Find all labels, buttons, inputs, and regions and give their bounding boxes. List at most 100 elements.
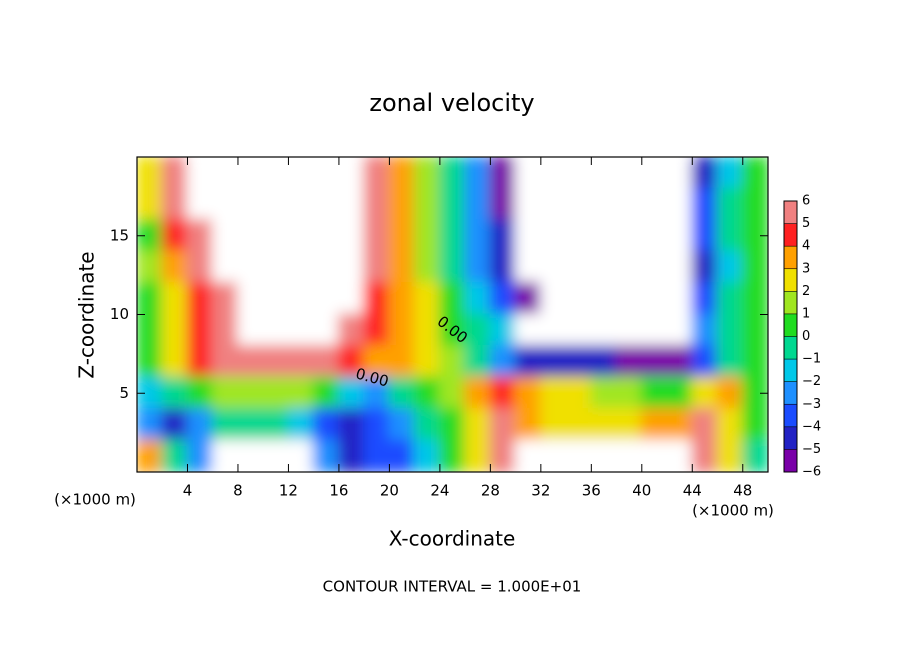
field-cell [565,376,593,410]
field-cell [388,157,416,190]
field-cell [236,345,265,379]
y-tick-label: 5 [119,384,129,402]
field-cell [716,313,744,347]
field-cell [539,345,568,379]
field-cell [363,219,391,253]
field-cell [590,376,618,410]
field-cell [691,219,719,253]
field-cell [489,313,517,347]
field-cell [539,157,568,190]
field-cell [691,313,719,347]
field-cell [590,282,618,316]
field-cell [464,250,492,284]
field-cell [236,187,265,221]
x-axis-title: X-coordinate [389,527,516,551]
colorbar-label: 5 [802,216,810,231]
field-cell [186,219,214,253]
field-cell [161,439,189,472]
field-cell [590,219,618,253]
field-cell [741,408,768,442]
field-cell [691,282,719,316]
field-cell [691,439,719,472]
field-cell [514,157,542,190]
field-cell [262,250,290,284]
field-cell [262,157,290,190]
field-cell [691,187,719,221]
field-cell [262,376,290,410]
field-cell [363,282,391,316]
field-cell [716,157,744,190]
field-cell [137,345,164,379]
field-cell [363,408,391,442]
colorbar-label: 6 [802,194,810,209]
field-cell [640,187,669,221]
field-cell [413,345,441,379]
field-cell [464,376,492,410]
field-cell [539,313,568,347]
field-cell [287,187,315,221]
y-tick-label: 15 [110,226,129,244]
field-cell [186,250,214,284]
field-cell [337,345,366,379]
field-cell [287,376,315,410]
field-cell [666,345,694,379]
field-cell [514,219,542,253]
field-cell [741,313,768,347]
field-cell [741,439,768,472]
field-cell [312,439,340,472]
field-cell [161,187,189,221]
field-cell [666,250,694,284]
field-cell [716,187,744,221]
field-cell [287,313,315,347]
field-cell [211,219,239,253]
field-cell [691,345,719,379]
field-cell [262,187,290,221]
field-cell [186,439,214,472]
y-tick-label: 10 [110,305,129,323]
colorbar-label: 3 [802,261,810,276]
footnote: CONTOUR INTERVAL = 1.000E+01 [323,578,582,596]
field-cell [539,250,568,284]
field-cell [716,408,744,442]
field-cell [464,219,492,253]
colorbar-label: 2 [802,284,810,299]
field-cell [741,345,768,379]
field-cell [590,439,618,472]
field-cell [691,408,719,442]
field-cell [565,408,593,442]
field-cell [691,250,719,284]
colorbar-band [784,246,797,269]
field-cell [137,250,164,284]
field-cell [287,439,315,472]
field-cell [161,345,189,379]
field-cell [716,219,744,253]
field-cell [161,282,189,316]
field-cell [539,219,568,253]
field-cell [413,408,441,442]
field-cell [337,187,366,221]
field-cell [337,376,366,410]
field-cell [262,439,290,472]
field-cell [565,313,593,347]
field-cell [186,313,214,347]
field-cell [615,250,643,284]
colorbar-label: −3 [802,397,821,412]
field-cell [438,187,467,221]
field-cell [539,282,568,316]
field-cell [363,376,391,410]
field-cell [388,408,416,442]
field-cell [363,187,391,221]
field-cell [666,187,694,221]
field-cell [262,313,290,347]
x-tick-label: 8 [233,482,243,500]
field-cell [464,157,492,190]
field-cell [489,408,517,442]
field-cell [666,313,694,347]
field-cell [413,439,441,472]
field-cell [211,345,239,379]
x-tick-label: 12 [279,482,298,500]
field-cell [615,157,643,190]
field-cell [615,187,643,221]
colorbar-band [784,426,797,450]
field-cell [363,313,391,347]
